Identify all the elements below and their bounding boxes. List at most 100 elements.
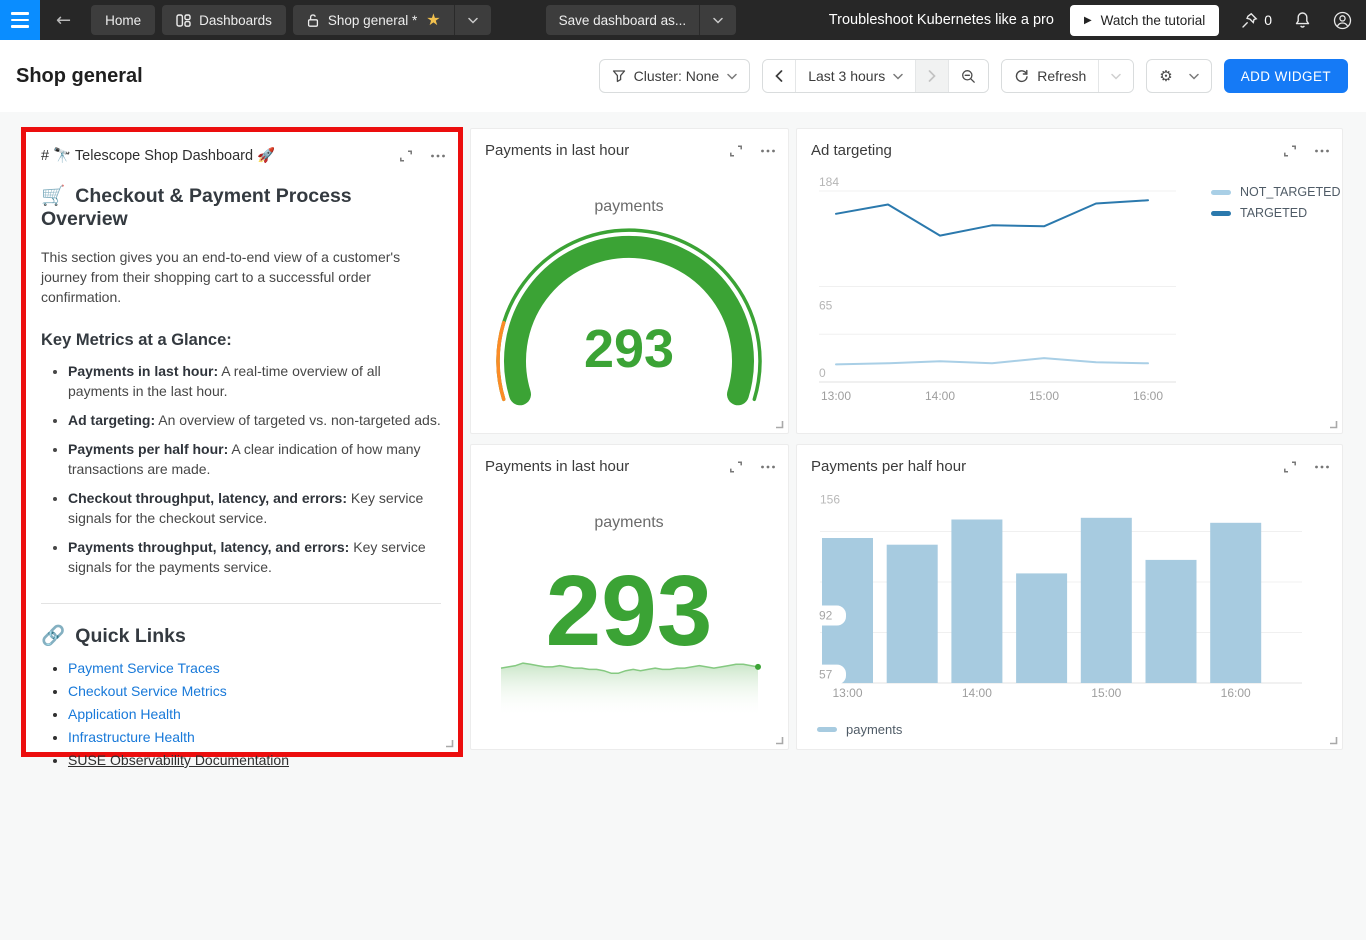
back-arrow-icon[interactable]: ← [56, 10, 71, 31]
expand-icon [399, 149, 413, 163]
tab-dashboards[interactable]: Dashboards [162, 5, 286, 35]
svg-text:15:00: 15:00 [1091, 686, 1121, 700]
watch-tutorial-label: Watch the tutorial [1101, 13, 1206, 28]
markdown-body: 🛒Checkout & Payment Process Overview Thi… [26, 184, 458, 767]
header-controls: Cluster: None Last 3 hours [599, 59, 1348, 93]
resize-handle-icon[interactable] [775, 736, 784, 745]
metric-item: Ad targeting: An overview of targeted vs… [68, 410, 441, 430]
payments-number-widget-title: Payments in last hour [485, 458, 629, 475]
tab-home[interactable]: Home [91, 5, 155, 35]
quick-link[interactable]: Application Health [68, 706, 181, 722]
zoom-out-time-button[interactable] [949, 60, 988, 92]
time-range-button[interactable]: Last 3 hours [796, 60, 915, 92]
legend-label: payments [846, 722, 902, 737]
metric-item: Payments per half hour: A clear indicati… [68, 439, 441, 479]
legend-swatch [1211, 190, 1231, 195]
legend-item[interactable]: NOT_TARGETED [1211, 185, 1340, 199]
time-forward-button[interactable] [916, 60, 948, 92]
svg-text:293: 293 [546, 555, 713, 667]
resize-handle-icon[interactable] [1329, 736, 1338, 745]
account-button[interactable] [1333, 11, 1352, 30]
tab-shop-general-menu-button[interactable] [455, 5, 491, 35]
expand-widget-button[interactable] [399, 149, 413, 163]
legend-item[interactable]: TARGETED [1211, 206, 1340, 220]
dashboards-icon [176, 13, 191, 28]
tab-dashboards-label: Dashboards [199, 13, 272, 28]
time-back-button[interactable] [763, 60, 795, 92]
promo-text: Troubleshoot Kubernetes like a pro [829, 12, 1054, 28]
refresh-button[interactable]: Refresh [1002, 60, 1098, 92]
resize-handle-icon[interactable] [1329, 420, 1338, 429]
cluster-filter-label: Cluster: None [634, 68, 720, 84]
pin-count: 0 [1264, 12, 1272, 28]
quick-link[interactable]: Infrastructure Health [68, 729, 195, 745]
quick-link[interactable]: Payment Service Traces [68, 660, 220, 676]
widget-menu-button[interactable] [430, 149, 446, 163]
payments-number-chart: payments 293 [471, 445, 788, 749]
quick-link[interactable]: Checkout Service Metrics [68, 683, 227, 699]
resize-handle-icon[interactable] [775, 420, 784, 429]
save-dashboard-menu-button[interactable] [700, 5, 736, 35]
widget-menu-button[interactable] [760, 460, 776, 474]
avatar-icon [1333, 11, 1352, 30]
save-dashboard-group: Save dashboard as... [546, 5, 737, 35]
tab-home-label: Home [105, 13, 141, 28]
refresh-icon [1014, 69, 1029, 84]
unlocked-icon [306, 13, 320, 28]
expand-widget-button[interactable] [729, 144, 743, 158]
tab-shop-general[interactable]: Shop general * ★ [293, 5, 454, 35]
refresh-menu-button[interactable] [1099, 60, 1133, 92]
expand-widget-button[interactable] [729, 460, 743, 474]
legend-label: TARGETED [1240, 206, 1307, 220]
metrics-heading: Key Metrics at a Glance: [41, 331, 441, 350]
legend-item[interactable]: payments [817, 722, 902, 737]
metric-item: Payments throughput, latency, and errors… [68, 537, 441, 577]
legend-label: NOT_TARGETED [1240, 185, 1340, 199]
settings-button[interactable]: ⚙ [1146, 59, 1211, 93]
svg-text:payments: payments [594, 514, 663, 531]
ellipsis-icon [760, 144, 776, 158]
svg-text:65: 65 [819, 299, 833, 313]
svg-text:156: 156 [820, 493, 840, 507]
widget-menu-button[interactable] [760, 144, 776, 158]
payments-per-half-hour-widget: Payments per half hour 156925713:0014:00… [796, 444, 1343, 750]
chevron-down-icon [893, 73, 903, 80]
cluster-filter-button[interactable]: Cluster: None [599, 59, 751, 93]
svg-text:14:00: 14:00 [925, 389, 955, 403]
quick-link[interactable]: SUSE Observability Documentation [68, 752, 289, 768]
chevron-down-icon [1111, 73, 1121, 80]
time-range-group: Last 3 hours [762, 59, 989, 93]
zoom-out-icon [961, 69, 976, 84]
navbar-right: Troubleshoot Kubernetes like a pro ▶ Wat… [829, 5, 1366, 36]
svg-text:payments: payments [594, 198, 663, 215]
quick-link-item: Checkout Service Metrics [68, 684, 441, 698]
expand-widget-button[interactable] [1283, 144, 1297, 158]
favorite-star-icon[interactable]: ★ [426, 10, 440, 30]
metrics-list: Payments in last hour: A real-time overv… [41, 361, 441, 577]
svg-text:13:00: 13:00 [821, 389, 851, 403]
chevron-down-icon [713, 17, 723, 24]
widget-menu-button[interactable] [1314, 144, 1330, 158]
page-title: Shop general [16, 65, 143, 88]
add-widget-button[interactable]: ADD WIDGET [1224, 59, 1348, 93]
resize-handle-icon[interactable] [445, 739, 454, 748]
quick-links-heading: 🔗Quick Links [41, 624, 441, 648]
payments-gauge-chart: payments293 [471, 129, 788, 433]
watch-tutorial-button[interactable]: ▶ Watch the tutorial [1070, 5, 1219, 36]
page-header: Shop general Cluster: None Last 3 hours [0, 40, 1366, 112]
pin-button[interactable]: 0 [1241, 12, 1272, 29]
notifications-button[interactable] [1294, 11, 1311, 29]
refresh-group: Refresh [1001, 59, 1134, 93]
markdown-intro: This section gives you an end-to-end vie… [41, 247, 441, 307]
hamburger-menu-button[interactable] [0, 0, 40, 40]
legend-swatch [1211, 211, 1231, 216]
tab-shop-general-group: Shop general * ★ [293, 5, 491, 35]
top-navbar: ← Home Dashboards Shop general * ★ Save … [0, 0, 1366, 40]
svg-text:57: 57 [819, 668, 833, 682]
quick-link-item: Payment Service Traces [68, 661, 441, 675]
bell-icon [1294, 11, 1311, 29]
chevron-left-icon [775, 70, 783, 82]
save-dashboard-as-button[interactable]: Save dashboard as... [546, 5, 700, 35]
expand-icon [729, 144, 743, 158]
tab-shop-general-label: Shop general * [328, 13, 417, 28]
